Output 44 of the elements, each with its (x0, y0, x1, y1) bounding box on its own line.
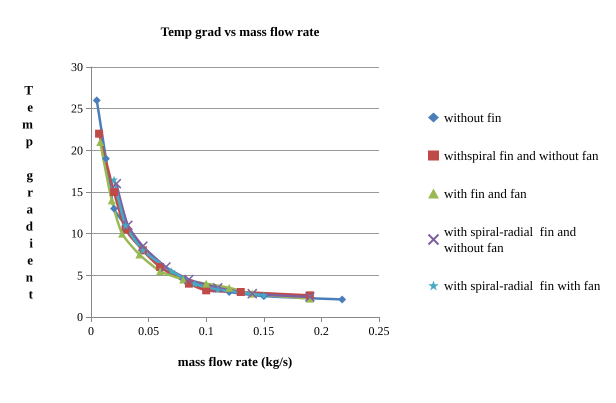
x-tick-label: 0.2 (314, 324, 329, 338)
legend-label: withspiral fin and without fan (444, 148, 600, 163)
legend-label: with spiral-radial fin with fan (444, 278, 601, 293)
point (160, 262, 172, 272)
point (108, 196, 116, 204)
point (110, 176, 118, 184)
point (236, 288, 245, 296)
point (190, 280, 199, 288)
y-tick-label: 30 (71, 60, 83, 74)
point (212, 282, 223, 294)
point (111, 178, 122, 189)
y-tick-label: 20 (71, 143, 83, 158)
point (202, 280, 210, 288)
y-tick-label: 25 (71, 102, 83, 116)
point (184, 274, 194, 285)
point (168, 267, 176, 276)
point (225, 284, 234, 292)
y-tick-label: 15 (71, 185, 83, 199)
point (122, 220, 134, 231)
text: Temp gradient (22, 82, 33, 302)
point (92, 96, 101, 104)
point (96, 138, 104, 146)
point (102, 154, 110, 163)
legend-label: with fin and fan (444, 186, 528, 201)
point (95, 130, 104, 138)
x-tick-label: 0.1 (198, 324, 214, 338)
x-tick-label: 0.15 (253, 324, 274, 338)
y-tick-label: 5 (77, 268, 83, 282)
chart-title: Temp grad vs mass flow rate (160, 24, 320, 39)
point (118, 230, 126, 238)
legend-label: without fin (444, 110, 502, 125)
point (110, 188, 118, 196)
x-tick-label: 0.05 (138, 324, 160, 338)
point (110, 204, 118, 213)
point (304, 292, 316, 302)
legend-label: with spiral-radial fin and without fan (444, 224, 580, 255)
point (156, 267, 164, 276)
x-tick-label: 0.25 (368, 324, 390, 338)
x-tick-label: 0 (88, 324, 94, 338)
y-tick-label: 10 (71, 226, 83, 241)
point (338, 296, 346, 304)
y-tick-label: 0 (77, 310, 83, 324)
point (138, 240, 148, 252)
x-axis-title: mass flow rate (kg/s) (178, 354, 292, 369)
